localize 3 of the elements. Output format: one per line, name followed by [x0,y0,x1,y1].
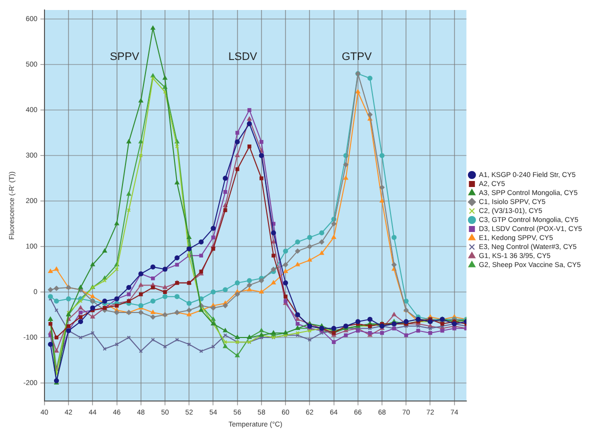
annotation: GTPV [342,50,372,63]
annotation: SPPV [110,50,140,63]
annotation: LSDV [228,50,258,63]
